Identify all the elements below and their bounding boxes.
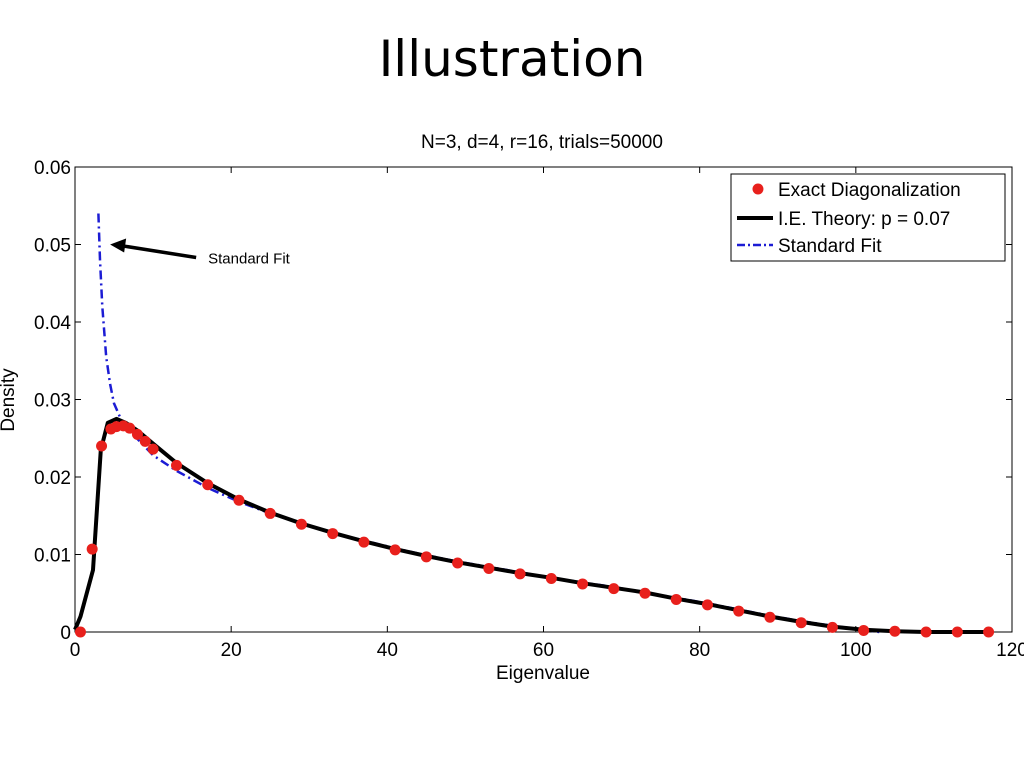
y-tick-label: 0.05	[34, 236, 71, 257]
x-tick-label: 0	[70, 640, 81, 661]
legend-marker-exact-diagonalization	[752, 183, 764, 195]
data-point-exact-diagonalization	[124, 422, 136, 434]
data-point-exact-diagonalization	[131, 428, 143, 440]
annotation-arrowhead	[110, 238, 127, 253]
data-point-exact-diagonalization	[96, 440, 108, 452]
slide-title: Illustration	[378, 30, 646, 88]
data-point-exact-diagonalization	[764, 611, 776, 623]
data-point-exact-diagonalization	[233, 494, 245, 506]
x-tick-label: 100	[840, 640, 872, 661]
data-point-exact-diagonalization	[74, 626, 86, 638]
data-point-exact-diagonalization	[983, 626, 995, 638]
legend-label: I.E. Theory: p = 0.07	[778, 209, 950, 230]
data-point-exact-diagonalization	[670, 593, 682, 605]
data-point-exact-diagonalization	[639, 587, 651, 599]
plot-area: 0 20 40 60 80 100 120 0 0.01 0.02 0.03 0.04 0.05 0.06…	[34, 158, 1024, 661]
data-point-exact-diagonalization	[514, 568, 526, 580]
data-point-exact-diagonalization	[389, 544, 401, 556]
data-point-exact-diagonalization	[86, 543, 98, 555]
data-point-exact-diagonalization	[701, 599, 713, 611]
annotation-text: Standard Fit	[208, 251, 291, 268]
x-tick-label: 120	[996, 640, 1024, 661]
data-point-exact-diagonalization	[264, 507, 276, 519]
y-tick-label: 0.03	[34, 391, 71, 412]
y-tick-label: 0.01	[34, 546, 71, 567]
annotation-arrow-shaft	[119, 243, 197, 260]
data-point-exact-diagonalization	[171, 459, 183, 471]
data-point-exact-diagonalization	[920, 626, 932, 638]
data-point-exact-diagonalization	[577, 578, 589, 590]
x-tick-label: 80	[689, 640, 710, 661]
data-point-exact-diagonalization	[545, 573, 557, 585]
series-line-ie-theory	[73, 416, 989, 634]
chart-title: N=3, d=4, r=16, trials=50000	[421, 132, 663, 153]
legend-box	[730, 173, 1006, 262]
data-point-exact-diagonalization	[826, 621, 838, 633]
legend-label: Exact Diagonalization	[778, 180, 961, 201]
data-point-exact-diagonalization	[420, 551, 432, 563]
legend-label: Standard Fit	[778, 236, 882, 257]
data-point-exact-diagonalization	[858, 624, 870, 636]
y-tick-label: 0.06	[34, 158, 71, 179]
data-point-exact-diagonalization	[951, 626, 963, 638]
y-tick-label: 0	[60, 623, 71, 644]
y-axis-label: Density	[0, 368, 19, 432]
data-point-exact-diagonalization	[483, 562, 495, 574]
data-point-exact-diagonalization	[452, 557, 464, 569]
data-point-exact-diagonalization	[147, 443, 159, 455]
data-point-exact-diagonalization	[139, 435, 151, 447]
x-tick-label: 60	[533, 640, 554, 661]
legend: Exact Diagonalization I.E. Theory: p = 0.…	[730, 173, 1006, 262]
data-point-exact-diagonalization	[889, 625, 901, 637]
data-point-exact-diagonalization	[295, 518, 307, 530]
y-tick-label: 0.02	[34, 468, 71, 489]
x-tick-label: 40	[377, 640, 398, 661]
data-point-exact-diagonalization	[358, 536, 370, 548]
data-point-exact-diagonalization	[202, 479, 214, 491]
data-point-exact-diagonalization	[608, 583, 620, 595]
x-tick-label: 20	[221, 640, 242, 661]
x-axis-label: Eigenvalue	[496, 663, 590, 684]
data-point-exact-diagonalization	[733, 605, 745, 617]
data-point-exact-diagonalization	[795, 617, 807, 629]
y-tick-label: 0.04	[34, 313, 71, 334]
data-point-exact-diagonalization	[327, 528, 339, 540]
